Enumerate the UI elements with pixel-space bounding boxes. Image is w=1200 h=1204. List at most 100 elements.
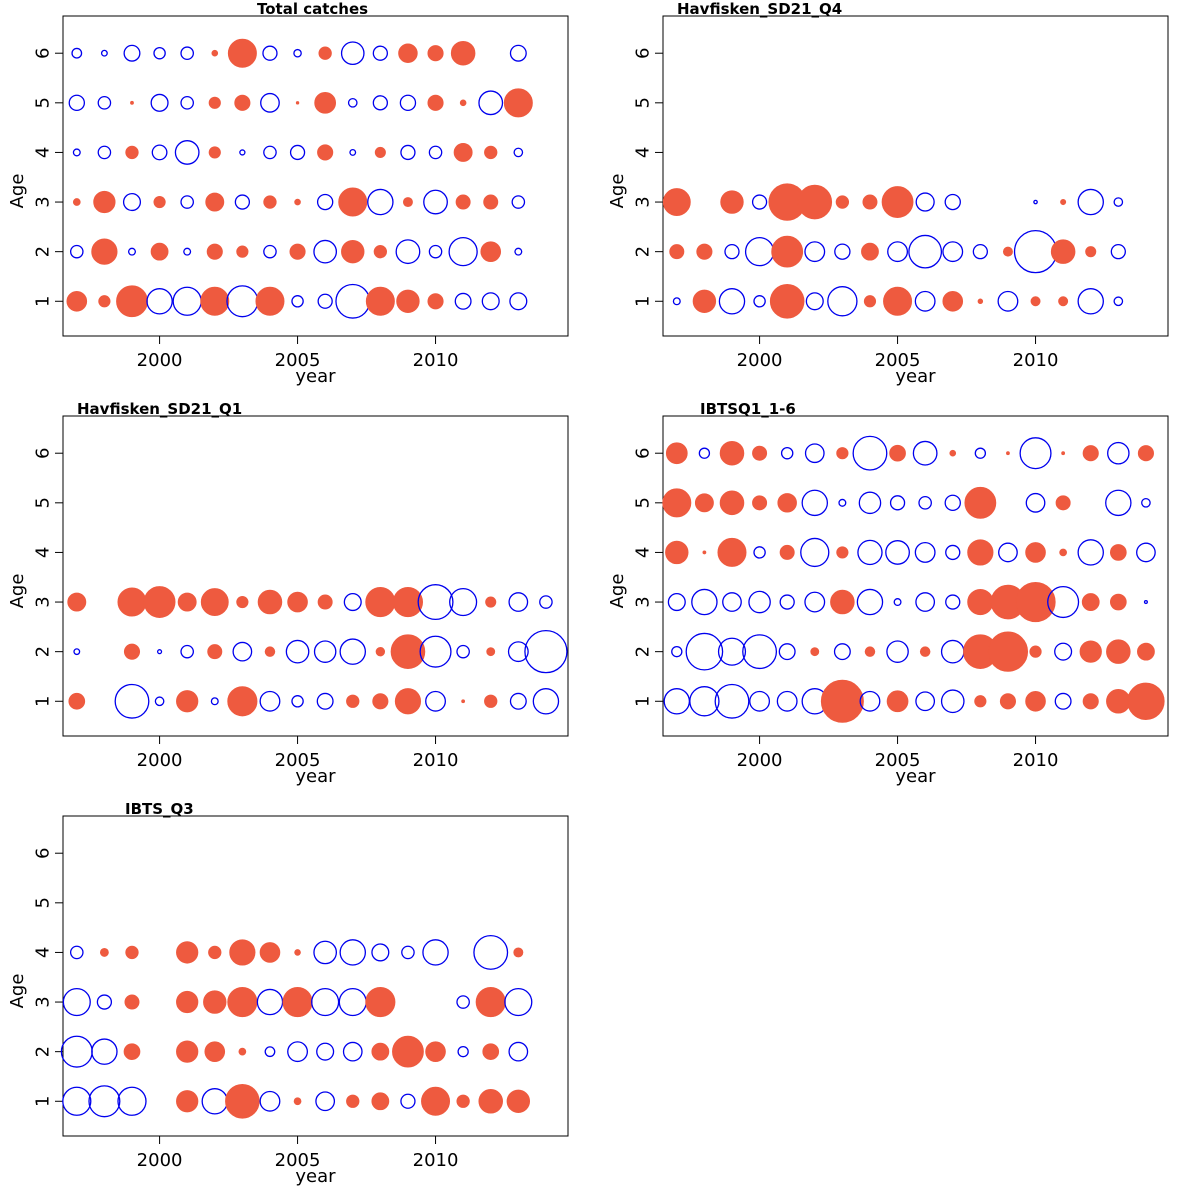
x-tick-label: 2000 xyxy=(737,350,783,371)
negative-residual-bubble xyxy=(399,94,417,112)
negative-residual-bubble xyxy=(154,696,165,707)
positive-residual-bubble xyxy=(66,290,88,312)
negative-residual-bubble xyxy=(428,145,443,160)
positive-residual-bubble xyxy=(402,197,413,208)
negative-residual-bubble xyxy=(889,495,906,511)
negative-residual-bubble xyxy=(449,587,478,617)
positive-residual-bubble xyxy=(717,537,747,567)
negative-residual-bubble xyxy=(1077,539,1104,566)
negative-residual-bubble xyxy=(974,447,987,459)
negative-residual-bubble xyxy=(858,491,882,515)
positive-residual-bubble xyxy=(346,694,360,708)
negative-residual-bubble xyxy=(508,1041,529,1062)
negative-residual-bubble xyxy=(671,645,683,658)
positive-residual-bubble xyxy=(176,941,199,964)
x-tick-label: 2000 xyxy=(737,750,783,771)
negative-residual-bubble xyxy=(915,691,936,712)
plot-frame xyxy=(62,415,569,737)
positive-residual-bubble xyxy=(365,586,396,618)
x-tick-label: 2010 xyxy=(413,750,459,771)
x-tick-label: 2005 xyxy=(275,1150,321,1171)
negative-residual-bubble xyxy=(340,41,365,66)
negative-residual-bubble xyxy=(504,987,533,1017)
y-tick-label: 4 xyxy=(33,147,54,158)
negative-residual-bubble xyxy=(123,44,141,62)
negative-residual-bubble xyxy=(400,1093,416,1109)
negative-residual-bubble xyxy=(908,234,943,269)
negative-residual-bubble xyxy=(69,945,84,960)
positive-residual-bubble xyxy=(206,243,223,260)
x-axis-title: year xyxy=(295,366,336,387)
positive-residual-bubble xyxy=(483,194,499,210)
positive-residual-bubble xyxy=(227,38,257,68)
positive-residual-bubble xyxy=(236,245,249,258)
negative-residual-bubble xyxy=(293,48,302,58)
y-tick-label: 5 xyxy=(633,97,654,108)
panel-title: Havfisken_SD21_Q4 xyxy=(677,0,842,18)
negative-residual-bubble xyxy=(422,939,449,966)
positive-residual-bubble xyxy=(234,94,251,111)
negative-residual-bubble xyxy=(183,247,192,256)
positive-residual-bubble xyxy=(694,493,714,513)
positive-residual-bubble xyxy=(1081,593,1100,611)
negative-residual-bubble xyxy=(918,496,932,510)
negative-residual-bubble xyxy=(97,96,112,110)
positive-residual-bubble xyxy=(1025,690,1046,712)
positive-residual-bubble xyxy=(392,1035,424,1068)
negative-residual-bubble xyxy=(60,1035,93,1068)
negative-residual-bubble xyxy=(425,690,446,712)
negative-residual-bubble xyxy=(226,285,259,318)
positive-residual-bubble xyxy=(372,693,389,710)
negative-residual-bubble xyxy=(72,148,81,157)
positive-residual-bubble xyxy=(314,91,337,114)
negative-residual-bubble xyxy=(698,447,711,459)
negative-residual-bubble xyxy=(400,144,416,161)
positive-residual-bubble xyxy=(371,1042,390,1061)
x-tick-label: 2010 xyxy=(413,1150,459,1171)
positive-residual-bubble xyxy=(294,198,301,206)
positive-residual-bubble xyxy=(257,589,283,615)
positive-residual-bubble xyxy=(1137,445,1154,462)
y-tick-label: 3 xyxy=(33,996,54,1007)
negative-residual-bubble xyxy=(776,690,798,712)
negative-residual-bubble xyxy=(478,90,504,116)
negative-residual-bubble xyxy=(97,145,112,160)
positive-residual-bubble xyxy=(1029,645,1042,658)
positive-residual-bubble xyxy=(338,187,368,217)
positive-residual-bubble xyxy=(769,283,805,319)
plot-frame xyxy=(62,15,569,337)
positive-residual-bubble xyxy=(485,596,497,608)
positive-residual-bubble xyxy=(919,646,931,657)
positive-residual-bubble xyxy=(1082,445,1099,462)
positive-residual-bubble xyxy=(371,1092,390,1111)
negative-residual-bubble xyxy=(1113,296,1124,307)
negative-residual-bubble xyxy=(509,292,528,311)
positive-residual-bubble xyxy=(456,1094,470,1108)
negative-residual-bubble xyxy=(339,939,367,966)
positive-residual-bubble xyxy=(289,243,306,260)
negative-residual-bubble xyxy=(151,144,168,161)
positive-residual-bubble xyxy=(341,239,365,264)
negative-residual-bubble xyxy=(827,286,858,317)
negative-residual-bubble xyxy=(753,546,766,559)
negative-residual-bubble xyxy=(150,93,169,112)
negative-residual-bubble xyxy=(335,283,371,319)
positive-residual-bubble xyxy=(1082,693,1099,710)
x-tick-label: 2000 xyxy=(137,350,183,371)
y-tick-label: 1 xyxy=(633,296,654,307)
negative-residual-bubble xyxy=(256,988,284,1016)
positive-residual-bubble xyxy=(346,1094,360,1108)
negative-residual-bubble xyxy=(287,1041,309,1063)
negative-residual-bubble xyxy=(201,1088,229,1115)
negative-residual-bubble xyxy=(68,94,86,112)
positive-residual-bubble xyxy=(836,447,849,460)
negative-residual-bubble xyxy=(349,148,357,156)
positive-residual-bubble xyxy=(1061,451,1066,456)
y-tick-label: 4 xyxy=(633,547,654,558)
positive-residual-bubble xyxy=(208,146,221,159)
negative-residual-bubble xyxy=(539,595,553,609)
x-tick-label: 2000 xyxy=(137,1150,183,1171)
negative-residual-bubble xyxy=(718,288,746,315)
y-tick-label: 5 xyxy=(633,497,654,508)
positive-residual-bubble xyxy=(130,100,134,105)
